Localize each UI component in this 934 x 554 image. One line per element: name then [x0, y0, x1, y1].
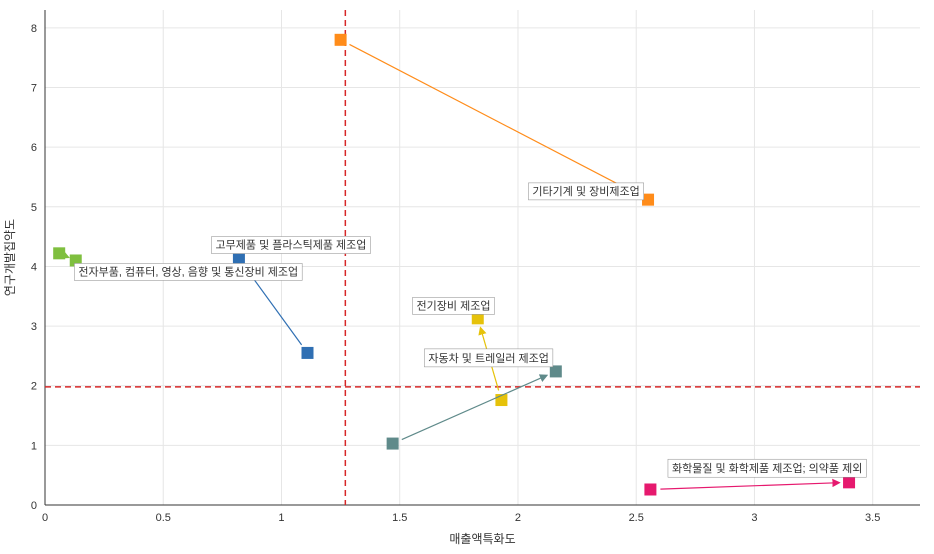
series-marker-end [53, 247, 65, 259]
chart-svg: 0 0.5 1 1.5 2 2.5 3 3.5 0 1 2 3 4 5 6 7 8 매출액특화도 연구개발집약도 기타… [0, 0, 934, 554]
series-label-text: 화학물질 및 화학제품 제조업; 의약품 제외 [672, 461, 862, 475]
series-label-text: 전기장비 제조업 [417, 299, 491, 312]
y-tick-label: 6 [31, 142, 37, 154]
y-tick-label: 5 [31, 202, 37, 214]
series-label-text: 전자부품, 컴퓨터, 영상, 음향 및 통신장비 제조업 [78, 265, 298, 278]
series-label: 화학물질 및 화학제품 제조업; 의약품 제외 [668, 459, 866, 477]
series-label-text: 기타기계 및 장비제조업 [532, 185, 639, 198]
y-tick-label: 3 [31, 321, 37, 333]
y-tick-label: 7 [31, 83, 37, 95]
y-axis-title: 연구개발집약도 [2, 219, 17, 296]
y-tick-label: 1 [31, 440, 37, 452]
x-tick-label: 0.5 [156, 512, 171, 524]
x-tick-label: 3 [751, 512, 757, 524]
x-tick-label: 1.5 [392, 512, 407, 524]
series-marker-start [335, 34, 347, 46]
series-arrow [67, 257, 69, 258]
series-marker-end [233, 253, 245, 265]
series-marker-start [302, 347, 314, 359]
y-tick-label: 2 [31, 381, 37, 393]
y-tick-label: 4 [31, 261, 37, 273]
series-marker-start [644, 483, 656, 495]
x-tick-label: 2.5 [629, 512, 644, 524]
x-tick-label: 0 [42, 512, 48, 524]
series-label: 전자부품, 컴퓨터, 영상, 음향 및 통신장비 제조업 [74, 263, 302, 280]
series-label: 기타기계 및 장비제조업 [528, 183, 643, 200]
x-tick-label: 3.5 [865, 512, 880, 524]
series-marker-end [550, 365, 562, 377]
series-marker-end [843, 476, 855, 488]
series-marker-start [387, 438, 399, 450]
y-tick-label: 8 [31, 23, 37, 35]
y-tick-label: 0 [31, 500, 37, 512]
x-tick-label: 2 [515, 512, 521, 524]
series-label-text: 자동차 및 트레일러 제조업 [428, 351, 549, 365]
x-tick-label: 1 [278, 512, 284, 524]
series-label: 자동차 및 트레일러 제조업 [424, 349, 553, 367]
series-label-text: 고무제품 및 플라스틱제품 제조업 [216, 239, 367, 252]
chart-container: 0 0.5 1 1.5 2 2.5 3 3.5 0 1 2 3 4 5 6 7 8 매출액특화도 연구개발집약도 기타… [0, 0, 934, 554]
series-label: 고무제품 및 플라스틱제품 제조업 [212, 237, 371, 254]
series-label: 전기장비 제조업 [413, 297, 495, 314]
x-axis-title: 매출액특화도 [449, 532, 515, 546]
